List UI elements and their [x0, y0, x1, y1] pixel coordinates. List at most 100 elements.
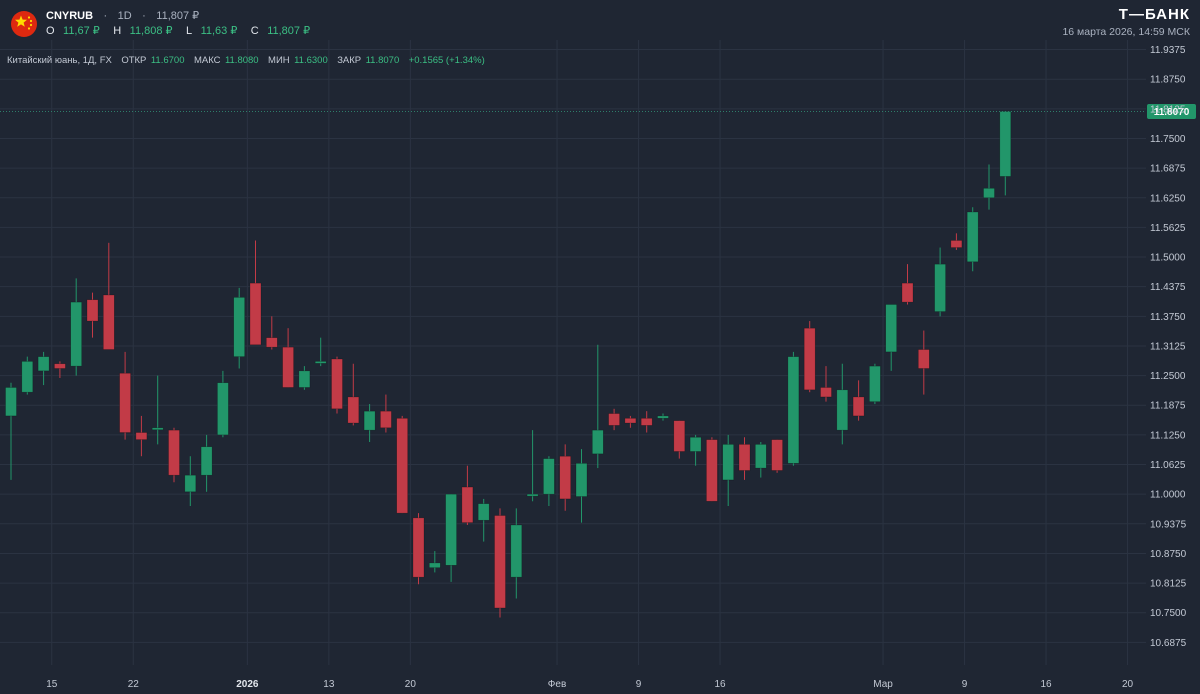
candle-body: [282, 346, 294, 388]
candle: [347, 363, 360, 426]
candle-body: [803, 327, 816, 391]
last-price-tag: [1147, 103, 1196, 119]
symbol-header[interactable]: CNYRUB · 1D · 11,807 ₽ O 11,67 ₽ H 11,80…: [11, 6, 310, 38]
candle-body: [184, 474, 197, 493]
y-tick-label: 11.1875: [1150, 401, 1186, 412]
x-tick-label: 13: [323, 679, 335, 690]
candle: [820, 366, 832, 402]
candle: [86, 292, 99, 338]
candle: [754, 441, 767, 478]
chart-grid: [0, 40, 1146, 665]
candle: [200, 434, 213, 492]
candle: [363, 404, 376, 442]
candle-body: [738, 444, 751, 471]
candle-body: [820, 387, 832, 398]
candle-body: [657, 415, 669, 419]
legend-open-value: 11.6700: [151, 55, 185, 66]
candle: [70, 278, 82, 376]
legend-high-value: 11.8080: [225, 55, 259, 66]
candle: [706, 437, 718, 502]
candle-body: [543, 458, 555, 495]
candle: [428, 551, 441, 573]
svg-text:CNYRUB · 1D: CNYRUB · 1D · 11,807 ₽: [46, 6, 199, 23]
candle: [869, 363, 881, 405]
y-axis: 11.9375 11.8750 11.8125 11.7500 11.6875 11.62…: [1150, 45, 1187, 649]
candle: [461, 465, 474, 525]
flag-small-star-icon: [27, 27, 31, 30]
ohlc-high-value: 11,808 ₽: [130, 25, 173, 37]
candle: [836, 363, 849, 445]
y-tick-label: 11.6875: [1150, 164, 1186, 175]
flag-small-star-icon: [29, 23, 33, 27]
candle: [119, 351, 131, 440]
ohlc-close-label: C: [251, 25, 259, 37]
candle-body: [86, 299, 99, 322]
candle-body: [5, 387, 17, 417]
candle: [5, 382, 17, 480]
candle: [510, 508, 523, 599]
x-tick-label: 2026: [236, 679, 259, 690]
candle-body: [135, 432, 148, 440]
candle-body: [624, 417, 637, 424]
y-tick-label: 11.6250: [1150, 193, 1186, 204]
candle: [673, 420, 686, 459]
header-separator: ·: [142, 10, 146, 22]
candle: [999, 110, 1012, 196]
candle: [983, 164, 995, 210]
candle: [722, 434, 735, 507]
candle-body: [591, 429, 604, 455]
candle: [787, 351, 800, 466]
candle: [852, 380, 865, 421]
candle: [103, 242, 115, 350]
y-tick-label: 11.5000: [1150, 253, 1186, 264]
y-tick-label: 10.6875: [1150, 638, 1187, 649]
candle: [282, 328, 294, 388]
candle: [265, 316, 278, 350]
flag-star-icon: [15, 15, 27, 27]
y-tick-label: 11.7500: [1150, 134, 1186, 145]
symbol-ticker: CNYRUB: [46, 10, 93, 22]
candle: [298, 366, 311, 390]
ohlc-high-label: H: [113, 25, 121, 37]
x-tick-label: 16: [714, 679, 726, 690]
candle-body: [966, 211, 979, 263]
candle: [901, 264, 914, 305]
candle-body: [787, 356, 800, 464]
candle: [917, 330, 930, 395]
legend-open-label: ОТКР: [121, 55, 146, 66]
candle: [738, 437, 751, 480]
candle-body: [412, 517, 425, 578]
candle: [233, 287, 245, 369]
candle-body: [54, 363, 66, 369]
y-tick-label: 10.7500: [1150, 608, 1187, 619]
candle-body: [836, 389, 849, 431]
candle-body: [445, 493, 457, 566]
legend-close-label: ЗАКР: [337, 55, 361, 66]
x-axis: 15 22 2026 13 20 Фев 9 16 Мар 9 16 20: [46, 679, 1133, 690]
candle: [412, 513, 425, 585]
x-tick-label: 20: [1122, 679, 1134, 690]
candle: [803, 321, 816, 393]
candle: [657, 413, 669, 421]
candle: [526, 430, 539, 502]
x-tick-label: 20: [405, 679, 417, 690]
ohlc-low-label: L: [186, 25, 192, 37]
y-tick-label: 10.8750: [1150, 549, 1187, 560]
candle-body: [983, 187, 995, 199]
legend-instrument: Китайский юань, 1Д, FX: [7, 55, 113, 66]
candle-body: [380, 410, 392, 429]
y-tick-label: 11.9375: [1150, 45, 1186, 56]
candle-body: [119, 372, 131, 433]
candle-body: [754, 444, 767, 469]
candle-body: [151, 427, 164, 431]
current-price: 11,807 ₽: [156, 10, 199, 22]
candle: [771, 439, 783, 473]
candle-body: [314, 361, 327, 364]
candles-layer: [5, 110, 1012, 618]
candle-body: [217, 382, 229, 436]
legend-close-value: 11.8070: [366, 55, 400, 66]
candle-body: [950, 240, 963, 248]
y-tick-label: 11.1250: [1150, 430, 1186, 441]
candle-body: [265, 337, 278, 348]
flag-small-star-icon: [29, 19, 33, 23]
